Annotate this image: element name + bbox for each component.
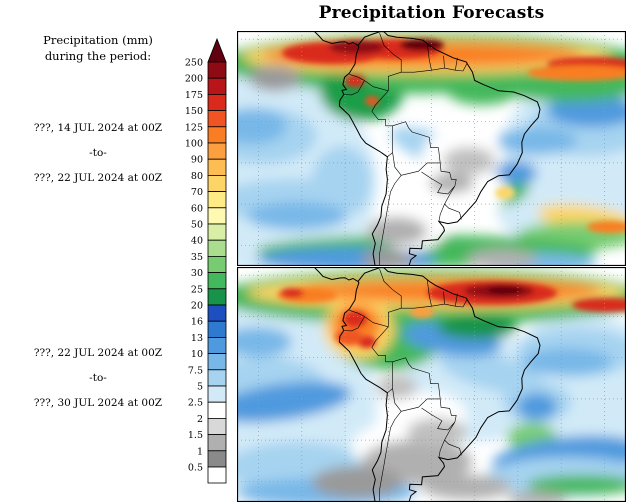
scale-tick-label: 40 xyxy=(191,236,203,247)
scale-tick-label: 20 xyxy=(191,301,203,312)
scale-segment xyxy=(207,223,227,241)
scale-cap xyxy=(207,37,227,63)
scale-segment xyxy=(207,320,227,338)
scale-segment xyxy=(207,353,227,371)
scale-tick-label: 16 xyxy=(191,317,203,328)
scale-segment xyxy=(207,207,227,225)
scale-tick-label: 70 xyxy=(191,187,203,198)
scale-segment xyxy=(207,110,227,128)
scale-segment xyxy=(207,174,227,192)
scale-tick-label: 30 xyxy=(191,268,203,279)
scale-segment xyxy=(207,304,227,322)
scale-tick-label: 0.5 xyxy=(188,463,203,474)
scale-segment xyxy=(207,272,227,290)
scale-segment xyxy=(207,94,227,112)
scale-tick-label: 125 xyxy=(185,122,203,133)
scale-segment xyxy=(207,450,227,468)
scale-tick-label: 35 xyxy=(191,252,203,263)
scale-segment xyxy=(207,466,227,484)
period-1-dates: ???, 14 JUL 2024 at 00Z -to- ???, 22 JUL… xyxy=(8,116,188,191)
forecast-map-period-1 xyxy=(237,31,626,266)
scale-segment xyxy=(207,417,227,435)
scale-segment xyxy=(207,434,227,452)
scale-segment xyxy=(207,255,227,273)
scale-tick-label: 10 xyxy=(191,349,203,360)
scale-segment xyxy=(207,61,227,79)
period-1-start: ???, 14 JUL 2024 at 00Z xyxy=(33,122,163,134)
period-2-start: ???, 22 JUL 2024 at 00Z xyxy=(33,347,163,359)
color-scale-svg: 2502001751501251009080706050403530252016… xyxy=(185,37,227,484)
scale-tick-label: 150 xyxy=(185,106,203,117)
scale-tick-label: 60 xyxy=(191,203,203,214)
forecast-map-period-2 xyxy=(237,267,626,502)
scale-segment xyxy=(207,288,227,306)
scale-tick-label: 25 xyxy=(191,284,203,295)
scale-segment xyxy=(207,142,227,160)
scale-tick-label: 80 xyxy=(191,171,203,182)
scale-segment xyxy=(207,369,227,387)
scale-segment xyxy=(207,401,227,419)
scale-tick-label: 2.5 xyxy=(188,398,203,409)
scale-segment xyxy=(207,191,227,209)
scale-segment xyxy=(207,336,227,354)
scale-tick-label: 1 xyxy=(197,446,203,457)
map-frame xyxy=(237,31,626,266)
scale-tick-label: 175 xyxy=(185,90,203,101)
scale-tick-label: 50 xyxy=(191,220,203,231)
legend-heading: Precipitation (mm) during the period: xyxy=(8,32,188,64)
scale-tick-label: 200 xyxy=(185,74,203,85)
scale-segment xyxy=(207,126,227,144)
period-1-end: ???, 22 JUL 2024 at 00Z xyxy=(33,172,163,184)
precipitation-cores xyxy=(282,39,626,233)
scale-segment xyxy=(207,158,227,176)
period-2-end: ???, 30 JUL 2024 at 00Z xyxy=(33,397,163,409)
page-title: Precipitation Forecasts xyxy=(318,3,545,23)
scale-segment xyxy=(207,77,227,95)
scale-segment xyxy=(207,385,227,403)
scale-tick-label: 5 xyxy=(197,382,203,393)
legend-heading-line1: Precipitation (mm) xyxy=(43,33,153,47)
scale-tick-label: 1.5 xyxy=(188,430,203,441)
period-1-separator: -to- xyxy=(89,147,107,159)
scale-tick-label: 100 xyxy=(185,139,203,150)
precipitation-cores xyxy=(277,281,626,348)
period-2-separator: -to- xyxy=(89,372,107,384)
scale-tick-label: 7.5 xyxy=(188,365,203,376)
legend-heading-line2: during the period: xyxy=(44,49,152,63)
color-scale: 250 200 175 150 125 100 90 80 70 60 50 40 35 30 25 20 16… xyxy=(164,36,228,491)
period-2-dates: ???, 22 JUL 2024 at 00Z -to- ???, 30 JUL… xyxy=(8,341,188,416)
scale-segment xyxy=(207,239,227,257)
scale-tick-label: 13 xyxy=(191,333,203,344)
scale-tick-label: 250 xyxy=(185,58,203,69)
scale-tick-label: 90 xyxy=(191,155,203,166)
scale-tick-label: 2 xyxy=(197,414,203,425)
